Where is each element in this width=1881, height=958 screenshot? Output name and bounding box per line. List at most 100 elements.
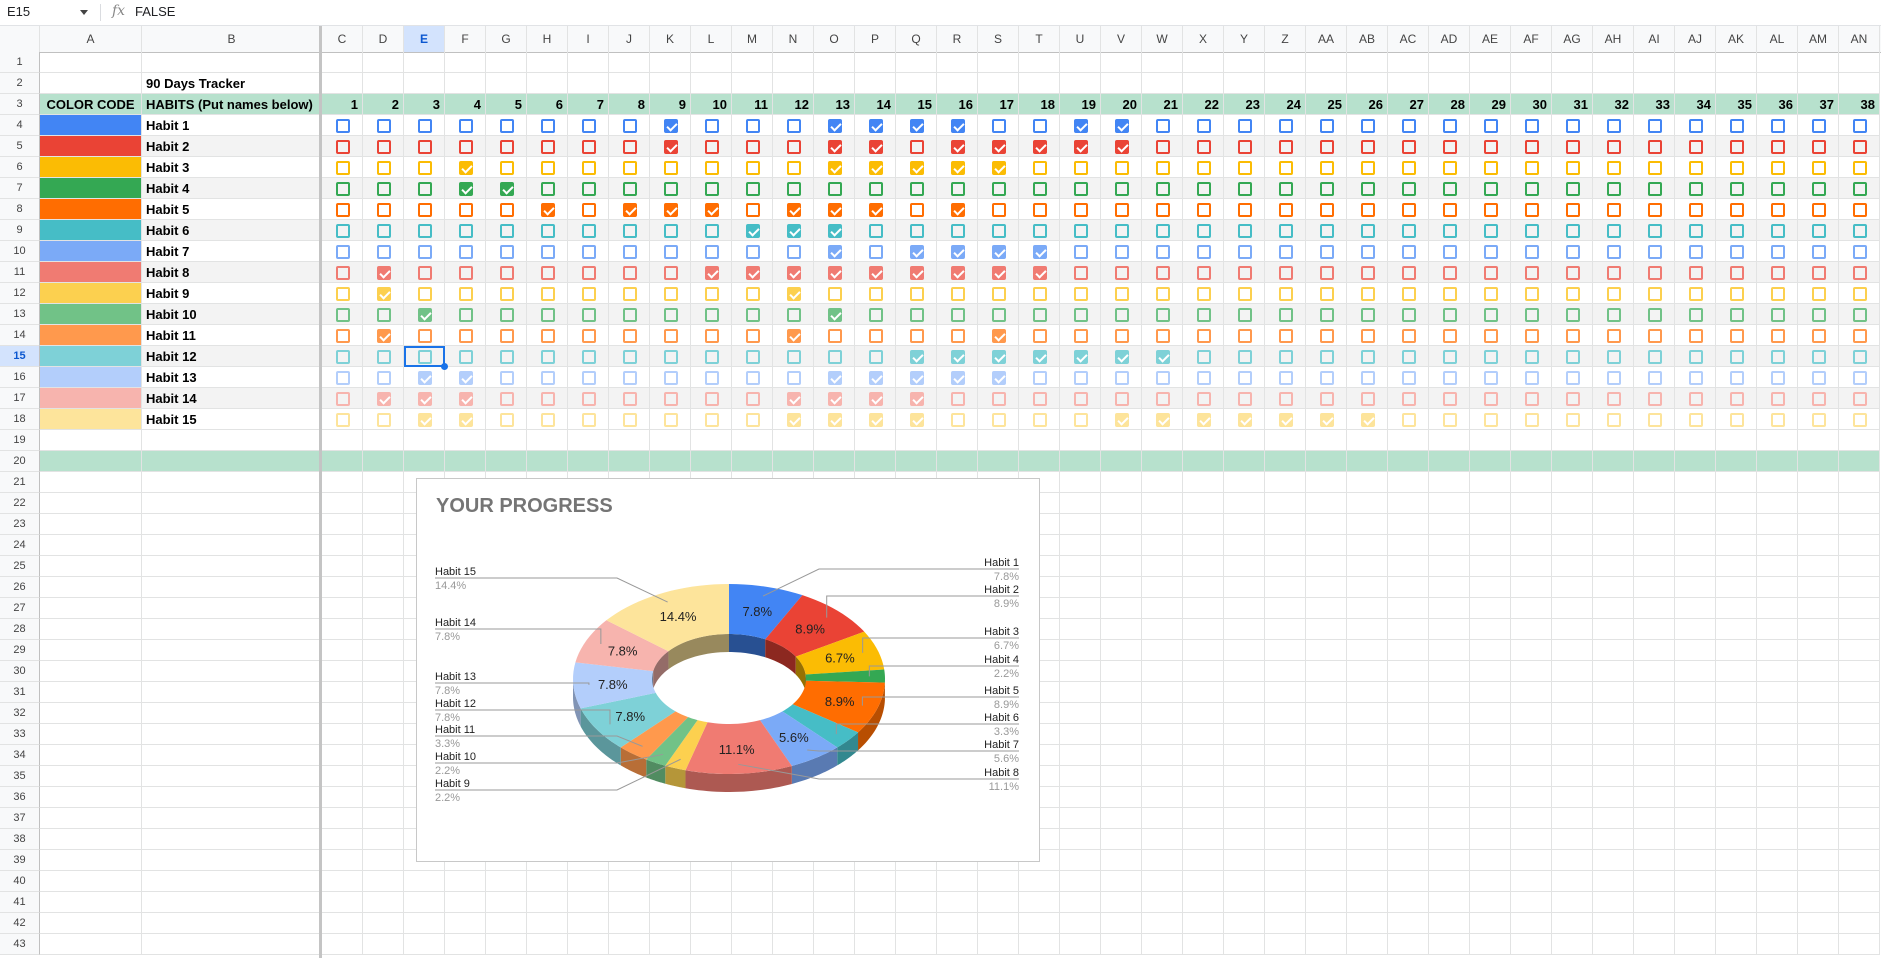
cell-aa29[interactable] xyxy=(1306,640,1347,661)
row-header-30[interactable]: 30 xyxy=(0,661,40,682)
cell-am16[interactable] xyxy=(1798,367,1839,388)
cell-ai6[interactable] xyxy=(1634,157,1675,178)
cell-aa19[interactable] xyxy=(1306,430,1347,451)
cell-an24[interactable] xyxy=(1839,535,1880,556)
habit-checkbox[interactable] xyxy=(910,329,924,343)
habit-checkbox[interactable] xyxy=(1033,245,1047,259)
habit-checkbox[interactable] xyxy=(623,140,637,154)
cell-ab33[interactable] xyxy=(1347,724,1388,745)
cell-ag24[interactable] xyxy=(1552,535,1593,556)
habit-checkbox[interactable] xyxy=(910,224,924,238)
row-header-20[interactable]: 20 xyxy=(0,451,40,472)
row-header-12[interactable]: 12 xyxy=(0,283,40,304)
cell-j11[interactable] xyxy=(609,262,650,283)
habit-checkbox[interactable] xyxy=(1361,329,1375,343)
habit-checkbox[interactable] xyxy=(787,413,801,427)
cell-af4[interactable] xyxy=(1511,115,1552,136)
cell-b17[interactable]: Habit 14 xyxy=(142,388,322,409)
cell-b8[interactable]: Habit 5 xyxy=(142,199,322,220)
habit-checkbox[interactable] xyxy=(1853,287,1867,301)
habit-checkbox[interactable] xyxy=(787,245,801,259)
cell-ae11[interactable] xyxy=(1470,262,1511,283)
cell-ac26[interactable] xyxy=(1388,577,1429,598)
cell-g19[interactable] xyxy=(486,430,527,451)
habit-checkbox[interactable] xyxy=(1607,350,1621,364)
habit-checkbox[interactable] xyxy=(1402,350,1416,364)
cell-ah22[interactable] xyxy=(1593,493,1634,514)
habit-checkbox[interactable] xyxy=(992,119,1006,133)
cell-v21[interactable] xyxy=(1101,472,1142,493)
cell-ak32[interactable] xyxy=(1716,703,1757,724)
cell-af35[interactable] xyxy=(1511,766,1552,787)
habit-checkbox[interactable] xyxy=(705,350,719,364)
cell-g12[interactable] xyxy=(486,283,527,304)
row-header-4[interactable]: 4 xyxy=(0,115,40,136)
day-header-2[interactable]: 2 xyxy=(363,94,404,115)
cell-n17[interactable] xyxy=(773,388,814,409)
habit-checkbox[interactable] xyxy=(541,371,555,385)
habit-checkbox[interactable] xyxy=(582,140,596,154)
cell-ag25[interactable] xyxy=(1552,556,1593,577)
cell-ae42[interactable] xyxy=(1470,913,1511,934)
habit-checkbox[interactable] xyxy=(1853,350,1867,364)
cell-ab8[interactable] xyxy=(1347,199,1388,220)
cell-am4[interactable] xyxy=(1798,115,1839,136)
habit-checkbox[interactable] xyxy=(1648,224,1662,238)
cell-a26[interactable] xyxy=(40,577,142,598)
cell-ai15[interactable] xyxy=(1634,346,1675,367)
cell-i41[interactable] xyxy=(568,892,609,913)
cell-ai2[interactable] xyxy=(1634,73,1675,94)
cell-z17[interactable] xyxy=(1265,388,1306,409)
cell-ai31[interactable] xyxy=(1634,682,1675,703)
cell-c38[interactable] xyxy=(322,829,363,850)
cell-v28[interactable] xyxy=(1101,619,1142,640)
cell-ak7[interactable] xyxy=(1716,178,1757,199)
cell-b20[interactable] xyxy=(142,451,322,472)
habit-checkbox[interactable] xyxy=(1238,371,1252,385)
habit-checkbox[interactable] xyxy=(1812,308,1826,322)
habit-checkbox[interactable] xyxy=(1115,119,1129,133)
habit-checkbox[interactable] xyxy=(1238,203,1252,217)
cell-ad9[interactable] xyxy=(1429,220,1470,241)
cell-f13[interactable] xyxy=(445,304,486,325)
habit-checkbox[interactable] xyxy=(828,350,842,364)
cell-af42[interactable] xyxy=(1511,913,1552,934)
habit-checkbox[interactable] xyxy=(1566,371,1580,385)
cell-u23[interactable] xyxy=(1060,514,1101,535)
habit-checkbox[interactable] xyxy=(951,245,965,259)
cell-ad43[interactable] xyxy=(1429,934,1470,955)
cell-aj42[interactable] xyxy=(1675,913,1716,934)
cell-af12[interactable] xyxy=(1511,283,1552,304)
cell-p17[interactable] xyxy=(855,388,896,409)
cell-g40[interactable] xyxy=(486,871,527,892)
habit-checkbox[interactable] xyxy=(1689,161,1703,175)
cell-y1[interactable] xyxy=(1224,52,1265,73)
habit-checkbox[interactable] xyxy=(1197,350,1211,364)
cell-h17[interactable] xyxy=(527,388,568,409)
habit-checkbox[interactable] xyxy=(1279,266,1293,280)
cell-k19[interactable] xyxy=(650,430,691,451)
cell-aj14[interactable] xyxy=(1675,325,1716,346)
cell-an27[interactable] xyxy=(1839,598,1880,619)
habit-checkbox[interactable] xyxy=(623,350,637,364)
cell-u7[interactable] xyxy=(1060,178,1101,199)
habit-checkbox[interactable] xyxy=(992,161,1006,175)
habit-checkbox[interactable] xyxy=(1033,266,1047,280)
cell-v31[interactable] xyxy=(1101,682,1142,703)
cell-s11[interactable] xyxy=(978,262,1019,283)
habit-checkbox[interactable] xyxy=(1279,182,1293,196)
cell-d41[interactable] xyxy=(363,892,404,913)
cell-w16[interactable] xyxy=(1142,367,1183,388)
cell-v11[interactable] xyxy=(1101,262,1142,283)
cell-s12[interactable] xyxy=(978,283,1019,304)
cell-s43[interactable] xyxy=(978,934,1019,955)
cell-n1[interactable] xyxy=(773,52,814,73)
habit-checkbox[interactable] xyxy=(1033,140,1047,154)
cell-w37[interactable] xyxy=(1142,808,1183,829)
cell-am38[interactable] xyxy=(1798,829,1839,850)
habit-checkbox[interactable] xyxy=(1484,308,1498,322)
cell-ak20[interactable] xyxy=(1716,451,1757,472)
cell-ad38[interactable] xyxy=(1429,829,1470,850)
cell-ad5[interactable] xyxy=(1429,136,1470,157)
cell-f12[interactable] xyxy=(445,283,486,304)
